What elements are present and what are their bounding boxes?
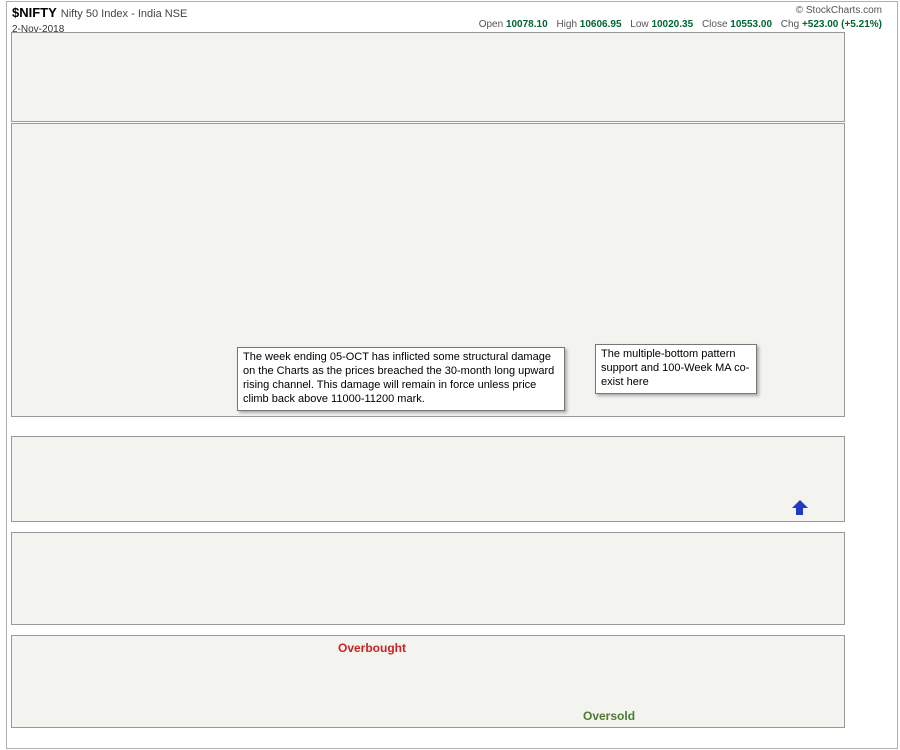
chg-label: Chg: [780, 19, 800, 30]
ticker-name: Nifty 50 Index - India NSE: [60, 8, 188, 20]
x-axis-labels-top: [0, 419, 900, 433]
x-axis-labels-bottom: [0, 731, 900, 745]
rsi-chart-canvas: [12, 437, 844, 521]
chart-header: $NIFTY Nifty 50 Index - India NSE © Stock…: [12, 4, 890, 35]
chg-value: +523.00 (+5.21%): [801, 19, 882, 30]
rsi-up-arrow-annotation: [792, 500, 808, 516]
vix-panel: [11, 32, 845, 122]
chart-date: 2-Nov-2018: [12, 24, 65, 35]
header-line-1: $NIFTY Nifty 50 Index - India NSE © Stock…: [12, 4, 890, 20]
stockcharts-credit: © StockCharts.com: [795, 5, 882, 16]
close-value: 10553.00: [730, 19, 773, 30]
open-value: 10078.10: [505, 19, 548, 30]
ohlc-quote: Open 10078.10 High 10606.95 Low 10020.35…: [473, 19, 882, 30]
arrow-head: [792, 500, 808, 508]
annotation-multiple-bottom: The multiple-bottom pattern support and …: [595, 344, 757, 394]
arrow-stem: [796, 508, 803, 515]
high-value: 10606.95: [579, 19, 622, 30]
low-value: 10020.35: [651, 19, 694, 30]
close-label: Close: [701, 19, 728, 30]
low-label: Low: [630, 19, 649, 30]
macd-panel: [11, 532, 845, 625]
annotation-structural-damage: The week ending 05-OCT has inflicted som…: [237, 347, 565, 411]
high-label: High: [556, 19, 578, 30]
oversold-label: Oversold: [583, 709, 636, 723]
stoch-chart-canvas: [12, 636, 844, 727]
macd-chart-canvas: [12, 533, 844, 624]
vix-chart-canvas: [12, 33, 844, 121]
open-label: Open: [478, 19, 504, 30]
rsi-panel: [11, 436, 845, 522]
ticker-symbol: $NIFTY: [12, 5, 57, 20]
header-line-2: 2-Nov-2018 Open 10078.10 High 10606.95 L…: [12, 19, 890, 35]
stoch-panel: [11, 635, 845, 728]
overbought-label: Overbought: [338, 641, 406, 655]
